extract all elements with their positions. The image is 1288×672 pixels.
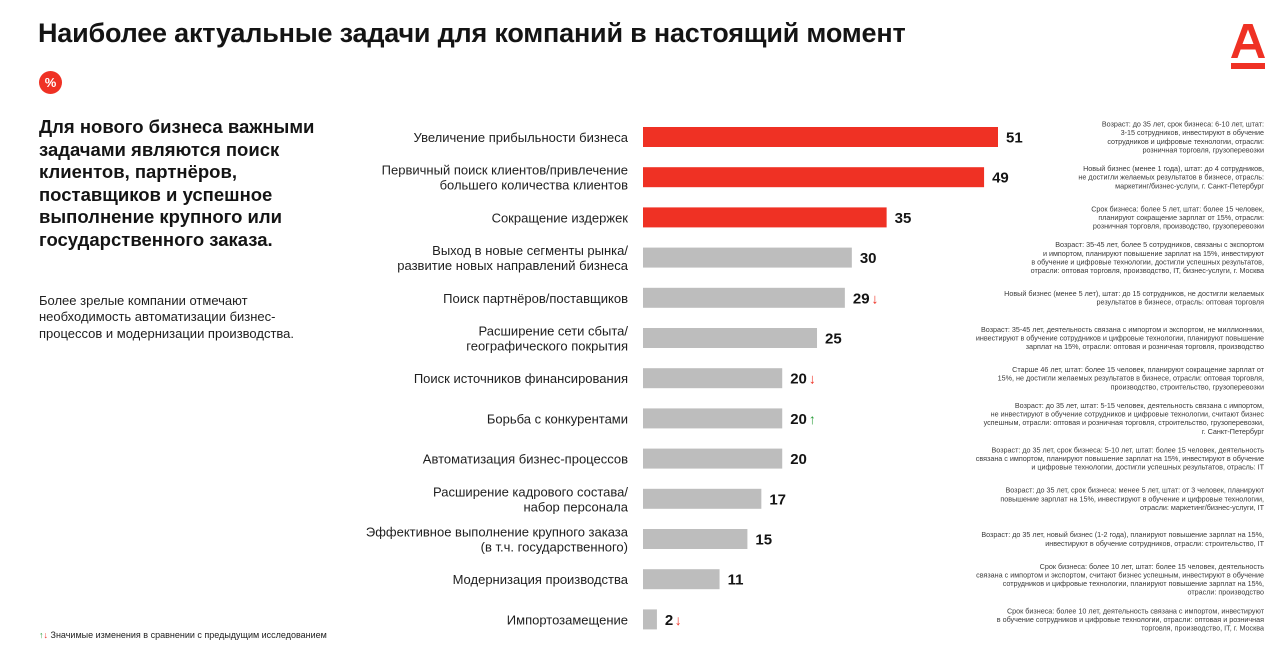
bar xyxy=(643,127,998,147)
arrow-up-icon: ↑ xyxy=(809,411,816,427)
segment-note: торговля, производство, IT, г. Москва xyxy=(1141,624,1264,633)
category-label: Увеличение прибыльности бизнеса xyxy=(414,130,629,145)
segment-note: результатов в бизнесе, отрасль: оптовая … xyxy=(1096,298,1264,307)
footnote-text: Значимые изменения в сравнении с предыду… xyxy=(50,630,327,640)
arrow-down-icon: ↓ xyxy=(675,612,682,628)
segment-note: не достигли желаемых результатов в бизне… xyxy=(1078,173,1264,182)
segment-note: Возраст: до 35 лет, штат: 5-15 человек, … xyxy=(1015,401,1264,410)
bar xyxy=(643,287,845,308)
segment-note: маркетинг/бизнес-услуги, г. Санкт-Петерб… xyxy=(1115,181,1264,190)
bar xyxy=(643,488,762,509)
category-label: набор персонала xyxy=(523,499,628,514)
segment-note: не инвестируют в обучение сотрудников и … xyxy=(991,410,1265,419)
segment-note: отрасли: маркетинг/бизнес-услуги, IT xyxy=(1140,503,1265,512)
segment-note: сотрудников и цифровые технологии, отрас… xyxy=(1107,137,1264,146)
segment-note: Возраст: до 35 лет, срок бизнеса: менее … xyxy=(1005,486,1264,495)
bar xyxy=(643,448,783,469)
category-label: Борьба с конкурентами xyxy=(487,411,628,426)
value-label: 2 xyxy=(665,612,673,629)
bar xyxy=(643,569,720,590)
value-label: 25 xyxy=(825,331,842,348)
segment-note: Возраст: до 35 лет, новый бизнес (1-2 го… xyxy=(981,530,1264,539)
bar xyxy=(643,207,887,228)
category-label: Поиск источников финансирования xyxy=(414,371,628,386)
value-label: 49 xyxy=(992,170,1009,187)
segment-note: и цифровые технологии, достигли успешных… xyxy=(1031,463,1264,472)
segment-note: Возраст: 35-45 лет, более 5 сотрудников,… xyxy=(1055,240,1264,249)
arrow-down-icon: ↓ xyxy=(43,630,49,640)
segment-note: в обучение и цифровые технологии, достиг… xyxy=(1031,257,1264,266)
bar xyxy=(643,368,783,389)
bar xyxy=(643,247,852,268)
segment-note: повышение зарплат на 15%, инвестируют в … xyxy=(1000,494,1264,503)
bar xyxy=(643,529,748,549)
arrow-down-icon: ↓ xyxy=(809,371,816,387)
value-label: 20 xyxy=(790,371,807,388)
segment-note: 15%, не достигли желаемых результатов в … xyxy=(998,374,1264,383)
segment-note: успешным, отрасли: оптовая и розничная т… xyxy=(984,418,1264,427)
alfa-logo-icon xyxy=(1231,24,1265,69)
segment-note: г. Санкт-Петербург xyxy=(1202,427,1264,436)
segment-note: инвестируют в обучение сотрудников, отра… xyxy=(1045,539,1264,548)
segment-note: розничная торговля, производство, грузоп… xyxy=(1093,222,1264,231)
bar xyxy=(643,609,657,630)
segment-note: Возраст: до 35 лет, срок бизнеса: 5-10 л… xyxy=(991,446,1264,455)
segment-note: планируют сокращение зарплат от 15%, отр… xyxy=(1098,213,1264,222)
category-label: Выход в новые сегменты рынка/ xyxy=(432,243,628,258)
percent-badge-icon: % xyxy=(39,71,62,94)
segment-note: связана с импортом и экспортом, считают … xyxy=(976,570,1264,579)
page-title: Наиболее актуальные задачи для компаний … xyxy=(38,18,906,48)
category-label: Расширение кадрового состава/ xyxy=(433,484,628,499)
category-label: (в т.ч. государственного) xyxy=(481,540,628,555)
segment-note: розничная торговля, грузоперевозки xyxy=(1142,145,1264,154)
segment-note: связана с импортом, планируют повышение … xyxy=(976,454,1264,463)
value-label: 35 xyxy=(895,210,912,227)
segment-note: инвестируют в обучение сотрудников и циф… xyxy=(976,334,1264,343)
segment-note: зарплат на 15%, отрасли: оптовая и розни… xyxy=(1026,342,1264,351)
category-label: Эффективное выполнение крупного заказа xyxy=(366,525,629,540)
value-label: 20 xyxy=(790,451,807,468)
segment-note: Срок бизнеса: более 10 лет, деятельность… xyxy=(1007,606,1265,615)
segment-note: Возраст: до 35 лет, срок бизнеса: 6-10 л… xyxy=(1102,120,1264,129)
segment-note: в обучение сотрудников и цифровые технол… xyxy=(997,615,1264,624)
arrow-up-icon: ↑ xyxy=(39,630,44,640)
category-label: географического покрытия xyxy=(466,339,628,354)
category-label: Первичный поиск клиентов/привлечение xyxy=(382,163,628,178)
bar xyxy=(643,408,783,429)
segment-note: отрасли: оптовая торговля, производство,… xyxy=(1031,266,1264,275)
category-label: Автоматизация бизнес-процессов xyxy=(423,452,628,467)
segment-note: Новый бизнес (менее 5 лет), штат: до 15 … xyxy=(1004,289,1264,298)
lead-text: Для нового бизнеса важными задачами явля… xyxy=(39,116,315,250)
category-label: Модернизация производства xyxy=(453,572,629,587)
segment-note: производство, строительство, грузоперево… xyxy=(1111,382,1264,391)
segment-note: и импортом, планируют повышение зарплат … xyxy=(1043,249,1265,258)
arrow-down-icon: ↓ xyxy=(871,290,878,306)
category-label: Поиск партнёров/поставщиков xyxy=(443,291,628,306)
value-label: 15 xyxy=(755,532,772,549)
segment-note: Срок бизнеса: более 5 лет, штат: более 1… xyxy=(1091,204,1264,213)
category-label: Сокращение издержек xyxy=(492,210,629,225)
value-label: 51 xyxy=(1006,130,1023,147)
bar xyxy=(643,328,818,348)
segment-note: Срок бизнеса: более 10 лет, штат: более … xyxy=(1040,562,1265,571)
value-label: 29 xyxy=(853,290,870,307)
category-label: развитие новых направлений бизнеса xyxy=(397,258,628,273)
value-label: 17 xyxy=(769,491,786,508)
bar xyxy=(643,167,985,188)
segment-note: отрасли: производство xyxy=(1187,588,1264,597)
sub-text: Более зрелые компании отмечают необходим… xyxy=(39,293,295,341)
value-label: 20 xyxy=(790,411,807,428)
footnote: ↑↓ Значимые изменения в сравнении с пред… xyxy=(39,630,327,640)
category-label: Расширение сети сбыта/ xyxy=(479,324,629,339)
value-label: 30 xyxy=(860,250,877,267)
category-label: Импортозамещение xyxy=(507,612,628,627)
segment-note: Возраст: 35-45 лет, деятельность связана… xyxy=(981,325,1264,334)
segment-note: Старше 46 лет, штат: более 15 человек, п… xyxy=(1012,365,1265,374)
segment-note: Новый бизнес (менее 1 года), штат: до 4 … xyxy=(1083,164,1264,173)
value-label: 11 xyxy=(728,572,744,589)
category-label: большего количества клиентов xyxy=(440,178,629,193)
segment-note: 3-15 сотрудников, инвестируют в обучение xyxy=(1121,128,1264,137)
segment-note: сотрудников и цифровые технологии, плани… xyxy=(1003,579,1264,588)
